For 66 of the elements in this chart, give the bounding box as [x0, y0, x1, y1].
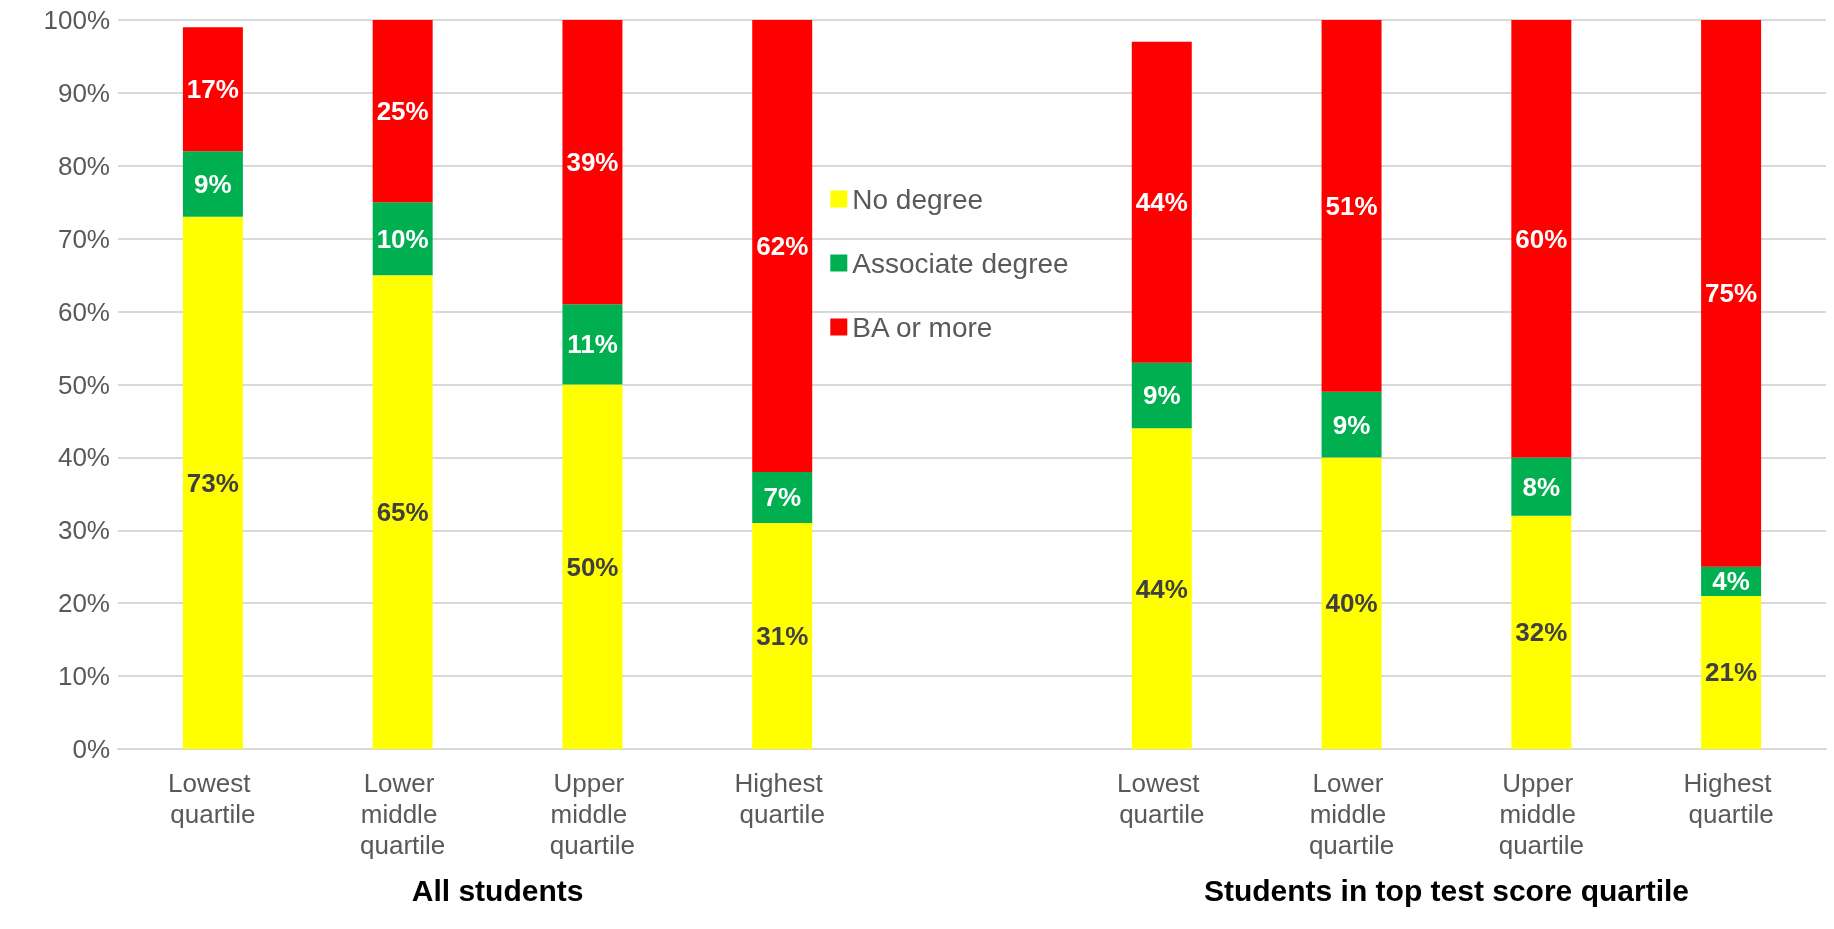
bar — [182, 216, 243, 749]
y-tick-label: 20% — [57, 588, 110, 619]
data-label: 62% — [756, 230, 809, 261]
data-label: 50% — [566, 551, 619, 582]
data-label: 39% — [566, 147, 619, 178]
bar — [1131, 41, 1192, 363]
data-label: 7% — [763, 482, 802, 513]
data-label: 9% — [1142, 380, 1181, 411]
bar — [182, 27, 243, 152]
bar — [562, 20, 623, 305]
data-label: 65% — [376, 497, 429, 528]
x-tick-label: Lowest quartile — [168, 767, 258, 829]
text: All students — [411, 873, 584, 907]
bar — [1321, 457, 1382, 749]
data-label: 60% — [1515, 223, 1568, 254]
x-tick-label: Lower middle quartile — [360, 767, 446, 860]
y-tick-label: 40% — [57, 442, 110, 473]
data-label: 11% — [567, 329, 618, 360]
bar — [1511, 515, 1572, 749]
text: Students in top test score quartile — [1203, 873, 1689, 907]
data-label: 9% — [1332, 409, 1371, 440]
bar — [562, 304, 623, 385]
data-label: 10% — [376, 223, 429, 254]
bar — [1321, 20, 1382, 392]
legend-label: No degree — [852, 183, 984, 215]
y-tick-label: 30% — [57, 515, 110, 546]
data-label: 40% — [1325, 588, 1378, 619]
bar — [752, 20, 813, 472]
data-label: 8% — [1522, 471, 1561, 502]
x-tick-label: Lower middle quartile — [1308, 767, 1395, 860]
y-tick-label: 0% — [72, 734, 110, 764]
bar — [752, 523, 813, 749]
y-tick-label: 90% — [57, 77, 110, 108]
x-tick-label: Upper middle quartile — [549, 767, 636, 860]
bar — [1511, 20, 1572, 458]
y-tick-label: 60% — [57, 296, 110, 327]
bar — [182, 151, 243, 217]
x-tick-label: Lowest quartile — [1116, 767, 1207, 829]
data-label: 4% — [1712, 566, 1750, 597]
data-label: 17% — [186, 74, 239, 105]
data-label: 31% — [756, 621, 809, 652]
data-label: 9% — [194, 169, 232, 200]
x-tick-label: Highest quartile — [1683, 767, 1779, 829]
bar — [372, 20, 433, 203]
y-tick-label: 100% — [43, 5, 110, 35]
y-tick-label: 70% — [57, 223, 110, 254]
data-label: 21% — [1705, 657, 1758, 688]
data-label: 32% — [1515, 617, 1568, 648]
bar — [1701, 20, 1762, 567]
y-tick-label: 80% — [57, 150, 110, 181]
data-label: 25% — [376, 96, 429, 127]
x-tick-label: Highest quartile — [734, 767, 830, 829]
data-label: 44% — [1135, 187, 1188, 218]
legend-label: Associate degree — [852, 247, 1069, 279]
bar — [1701, 595, 1762, 749]
y-tick-label: 50% — [57, 369, 110, 400]
data-label: 75% — [1705, 278, 1758, 309]
x-tick-label: Upper middle quartile — [1498, 767, 1584, 860]
data-label: 44% — [1135, 573, 1188, 604]
y-tick-label: 10% — [57, 661, 110, 692]
legend-label: BA or more — [852, 311, 993, 343]
data-label: 51% — [1325, 190, 1378, 221]
bar — [372, 275, 433, 749]
bar — [562, 384, 623, 749]
bar — [1131, 428, 1192, 749]
data-label: 73% — [186, 467, 239, 498]
